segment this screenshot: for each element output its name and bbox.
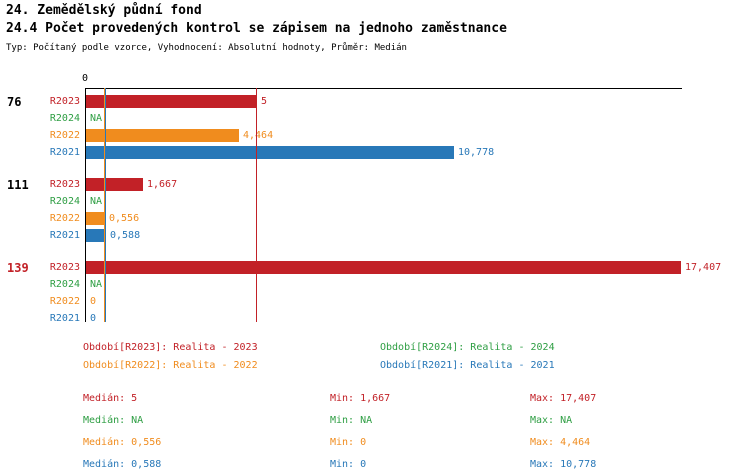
stat-max-R2022: Max: 4,464 xyxy=(530,437,591,448)
bar-R2022 xyxy=(86,212,105,225)
bar-R2023 xyxy=(86,261,681,274)
stat-min-R2021: Min: 0 xyxy=(330,459,367,470)
series-label-R2021: R2021 xyxy=(49,313,80,324)
group-label: 76 xyxy=(7,95,22,109)
chart-subtitle: 24.4 Počet provedených kontrol se zápise… xyxy=(6,21,507,36)
bar-value-label: NA xyxy=(90,279,103,290)
legend-item-R2023: Období[R2023]: Realita - 2023 xyxy=(83,342,258,353)
bar-value-label: 10,778 xyxy=(458,147,495,158)
group-label: 111 xyxy=(7,178,29,192)
stat-min-R2023: Min: 1,667 xyxy=(330,393,391,404)
median-line-R2021 xyxy=(105,88,106,322)
bar-value-label: 5 xyxy=(261,96,268,107)
bar-R2021 xyxy=(86,146,454,159)
stat-median-R2023: Medián: 5 xyxy=(83,393,138,404)
series-label-R2022: R2022 xyxy=(49,130,80,141)
stat-min-R2022: Min: 0 xyxy=(330,437,367,448)
bar-value-label: 0 xyxy=(90,313,97,324)
stat-median-R2022: Medián: 0,556 xyxy=(83,437,162,448)
series-label-R2024: R2024 xyxy=(49,196,80,207)
x-axis-line xyxy=(85,88,682,89)
bar-value-label: 17,407 xyxy=(685,262,722,273)
series-label-R2024: R2024 xyxy=(49,113,80,124)
bar-value-label: 0,588 xyxy=(110,230,141,241)
series-label-R2023: R2023 xyxy=(49,179,80,190)
bar-value-label: 0,556 xyxy=(109,213,140,224)
stat-median-R2021: Medián: 0,588 xyxy=(83,459,162,470)
legend-item-R2021: Období[R2021]: Realita - 2021 xyxy=(380,360,555,371)
median-line-R2022 xyxy=(104,88,105,322)
bar-value-label: 4,464 xyxy=(243,130,274,141)
chart-title: 24. Zemědělský půdní fond xyxy=(6,3,202,18)
series-label-R2021: R2021 xyxy=(49,230,80,241)
series-label-R2023: R2023 xyxy=(49,262,80,273)
x-axis-zero-label: 0 xyxy=(81,73,89,84)
series-label-R2022: R2022 xyxy=(49,213,80,224)
stat-median-R2024: Medián: NA xyxy=(83,415,144,426)
bar-chart: 0 76 R2023 5 R2024 NA R2022 4,464 R2021 10,778 11… xyxy=(7,73,722,324)
series-label-R2024: R2024 xyxy=(49,279,80,290)
median-line-R2023 xyxy=(256,88,257,322)
stat-min-R2024: Min: NA xyxy=(330,415,373,426)
bar-R2022 xyxy=(86,129,239,142)
series-label-R2022: R2022 xyxy=(49,296,80,307)
bar-value-label: 1,667 xyxy=(147,179,178,190)
stat-max-R2024: Max: NA xyxy=(530,415,573,426)
legend-item-R2024: Období[R2024]: Realita - 2024 xyxy=(380,342,555,353)
chart-meta-line: Typ: Počítaný podle vzorce, Vyhodnocení:… xyxy=(6,43,407,53)
y-axis-line xyxy=(85,88,86,322)
stat-max-R2023: Max: 17,407 xyxy=(530,393,597,404)
series-label-R2023: R2023 xyxy=(49,96,80,107)
group-label: 139 xyxy=(7,261,29,275)
bar-R2023 xyxy=(86,178,143,191)
bar-value-label: NA xyxy=(90,113,103,124)
bar-R2023 xyxy=(86,95,257,108)
stat-max-R2021: Max: 10,778 xyxy=(530,459,597,470)
bar-value-label: 0 xyxy=(90,296,97,307)
bar-R2021 xyxy=(86,229,106,242)
bar-value-label: NA xyxy=(90,196,103,207)
series-label-R2021: R2021 xyxy=(49,147,80,158)
legend-item-R2022: Období[R2022]: Realita - 2022 xyxy=(83,360,258,371)
